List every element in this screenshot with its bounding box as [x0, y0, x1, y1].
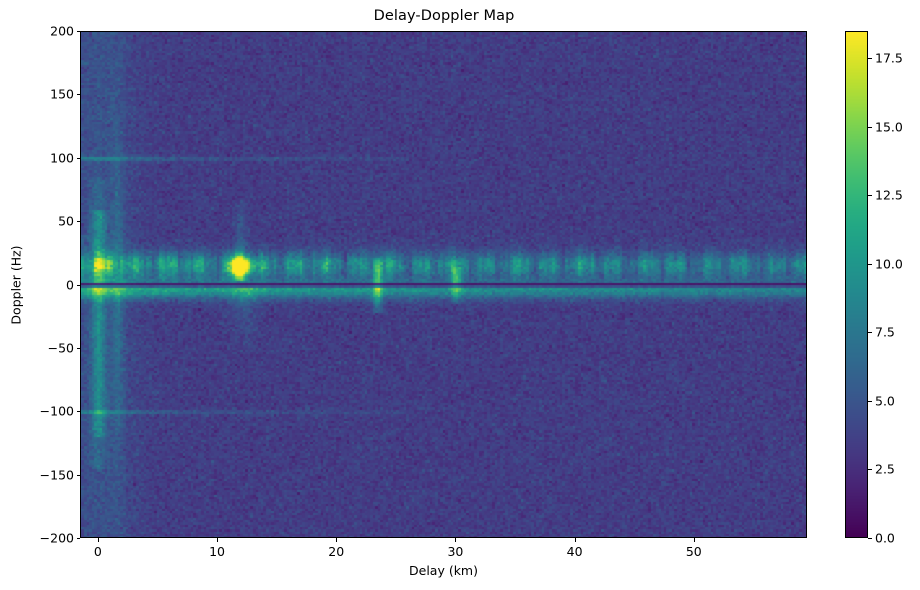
- y-axis-label: Doppler (Hz): [8, 245, 24, 325]
- y-axis-tick-label: −100: [39, 403, 74, 419]
- colorbar-tick: [868, 126, 872, 128]
- colorbar-tick-label: 5.0: [875, 393, 895, 409]
- colorbar-tick-label: 10.0: [875, 256, 903, 272]
- x-axis-tick: [336, 538, 338, 542]
- y-axis-tick: [76, 411, 80, 413]
- colorbar-tick: [868, 332, 872, 334]
- y-axis-tick: [76, 284, 80, 286]
- y-axis-tick-label: 200: [50, 23, 74, 39]
- colorbar-tick-layer: 0.0 2.5 5.0 7.5 10.0 12.5 15.0 17.5: [845, 31, 903, 546]
- x-axis-tick: [455, 538, 457, 542]
- y-axis-tick: [76, 221, 80, 223]
- colorbar-tick-label: 15.0: [875, 119, 903, 135]
- colorbar-tick-label: 7.5: [875, 324, 895, 340]
- axis-tick-layer: −200 −150 −100 −50 0 50 100 150 200 0 10 20 30 40 50: [40, 24, 807, 560]
- colorbar: [845, 31, 868, 538]
- x-axis-tick-label: 30: [447, 544, 464, 559]
- x-axis-tick-label: 10: [209, 544, 225, 559]
- colorbar-tick: [868, 195, 872, 197]
- x-axis-tick-label: 0: [93, 544, 102, 559]
- x-axis-tick-label: 50: [685, 544, 702, 559]
- colorbar-tick-label: 17.5: [875, 50, 903, 66]
- x-axis-tick: [693, 538, 695, 542]
- y-axis-tick-label: −50: [47, 340, 74, 356]
- x-axis-tick-label: 40: [566, 544, 583, 559]
- colorbar-tick: [868, 469, 872, 471]
- x-axis-tick: [97, 538, 99, 542]
- y-axis-tick-label: 100: [50, 150, 74, 166]
- x-axis-tick: [217, 538, 219, 542]
- y-axis-tick-label: 50: [58, 213, 74, 229]
- y-axis-tick: [76, 31, 80, 32]
- y-axis-tick-label: 150: [50, 86, 74, 102]
- colorbar-tick: [868, 538, 872, 539]
- y-axis-tick: [76, 538, 80, 539]
- colorbar-tick: [868, 58, 872, 60]
- delay-doppler-heatmap-canvas: [81, 32, 806, 537]
- y-axis-tick-label: −200: [39, 530, 74, 546]
- y-axis-tick: [76, 474, 80, 476]
- colorbar-tick-label: 2.5: [875, 461, 895, 477]
- y-axis-tick: [76, 347, 80, 349]
- y-axis-tick: [76, 94, 80, 96]
- colorbar-tick: [868, 263, 872, 265]
- x-axis-tick-label: 20: [328, 544, 345, 559]
- heatmap-plot-area: [80, 31, 807, 538]
- y-axis-tick-label: −150: [39, 467, 74, 483]
- y-axis-tick: [76, 157, 80, 159]
- y-axis-tick-label: 0: [66, 277, 74, 292]
- x-axis-tick: [574, 538, 576, 542]
- colorbar-gradient: [846, 32, 867, 537]
- x-axis-label: Delay (km): [409, 563, 478, 578]
- colorbar-tick-label: 12.5: [875, 187, 903, 203]
- colorbar-tick: [868, 400, 872, 402]
- colorbar-tick-label: 0.0: [875, 530, 895, 546]
- page-title: Delay-Doppler Map: [373, 8, 515, 24]
